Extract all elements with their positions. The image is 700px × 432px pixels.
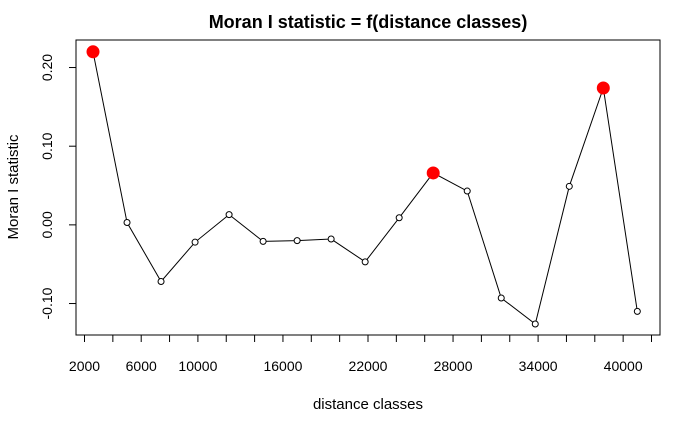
series-layer bbox=[86, 45, 641, 328]
y-tick-label: 0.00 bbox=[39, 211, 55, 238]
series-line bbox=[92, 51, 638, 325]
data-point bbox=[293, 237, 301, 245]
data-point bbox=[463, 187, 471, 195]
y-tick-label: 0.20 bbox=[39, 54, 55, 81]
data-point bbox=[225, 211, 233, 219]
x-tick-label: 10000 bbox=[178, 358, 217, 374]
axes-layer: 2000 6000 10000 16000 22000 28000 34000 40000 -0… bbox=[39, 54, 652, 374]
chart-title: Moran I statistic = f(distance classes) bbox=[209, 12, 528, 32]
data-point bbox=[531, 320, 539, 328]
y-tick-label: 0.10 bbox=[39, 132, 55, 159]
data-point bbox=[327, 235, 335, 243]
data-point bbox=[157, 278, 165, 286]
data-point bbox=[191, 238, 199, 246]
significant-point bbox=[86, 45, 100, 59]
x-axis-label: distance classes bbox=[313, 396, 423, 413]
significant-point bbox=[426, 166, 440, 180]
x-tick-label: 34000 bbox=[519, 358, 558, 374]
x-tick-label: 2000 bbox=[69, 358, 100, 374]
x-tick-label: 40000 bbox=[604, 358, 643, 374]
y-tick-label: -0.10 bbox=[39, 287, 55, 319]
data-point bbox=[565, 182, 573, 190]
data-point bbox=[633, 307, 641, 315]
x-tick-label: 22000 bbox=[349, 358, 388, 374]
data-point bbox=[361, 258, 369, 266]
data-point bbox=[497, 294, 505, 302]
data-point bbox=[259, 237, 267, 245]
significant-point bbox=[596, 81, 610, 95]
data-point bbox=[123, 219, 131, 227]
y-axis-label: Moran I statistic bbox=[5, 134, 22, 240]
data-point bbox=[395, 214, 403, 222]
x-tick-label: 16000 bbox=[263, 358, 302, 374]
x-tick-label: 28000 bbox=[434, 358, 473, 374]
x-tick-label: 6000 bbox=[126, 358, 157, 374]
